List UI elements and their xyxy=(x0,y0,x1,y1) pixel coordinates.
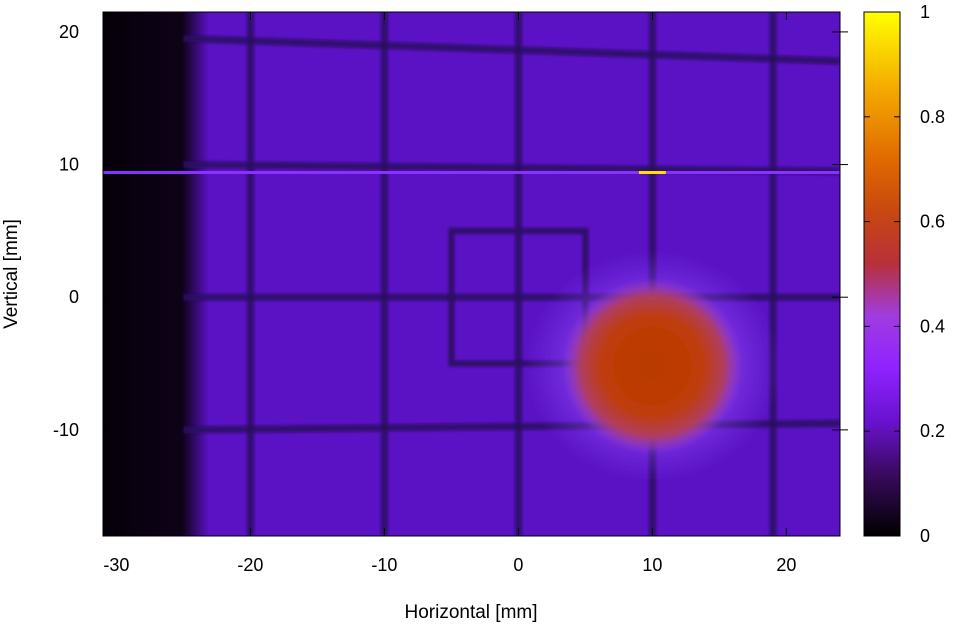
colorbar-tick-label: 0.2 xyxy=(920,421,945,441)
plot-frame xyxy=(102,11,841,537)
x-tick-label: 20 xyxy=(776,555,796,575)
heatmap-plot-area xyxy=(103,12,840,536)
colorbar-tick-label: 0.4 xyxy=(920,316,945,336)
x-tick-label: -30 xyxy=(103,555,129,575)
colorbar-tick-label: 1 xyxy=(920,2,930,22)
dark-left-region xyxy=(103,12,209,536)
grid-wire-horizontal xyxy=(183,35,840,65)
y-axis-ticks: -10 0 10 20 xyxy=(53,22,848,440)
y-tick-label: 10 xyxy=(59,155,79,175)
y-tick-label: 0 xyxy=(69,287,79,307)
grid-wire-horizontal xyxy=(183,161,840,175)
x-axis-ticks: -30 -20 -10 0 10 20 xyxy=(103,12,796,575)
colorbar-ticks: 0 0.2 0.4 0.6 0.8 1 xyxy=(864,2,945,546)
grid-wires xyxy=(183,12,840,536)
colorbar xyxy=(863,11,901,537)
colorbar-tick-label: 0.6 xyxy=(920,212,945,232)
colorbar-tick-label: 0.8 xyxy=(920,107,945,127)
y-tick-label: -10 xyxy=(53,420,79,440)
x-tick-label: -10 xyxy=(371,555,397,575)
y-axis-title: Vertical [mm] xyxy=(1,219,22,329)
y-tick-label: 20 xyxy=(59,22,79,42)
x-axis-title: Horizontal [mm] xyxy=(404,602,537,623)
x-tick-label: 10 xyxy=(642,555,662,575)
x-tick-label: 0 xyxy=(513,555,523,575)
x-tick-label: -20 xyxy=(237,555,263,575)
colorbar-tick-label: 0 xyxy=(920,526,930,546)
